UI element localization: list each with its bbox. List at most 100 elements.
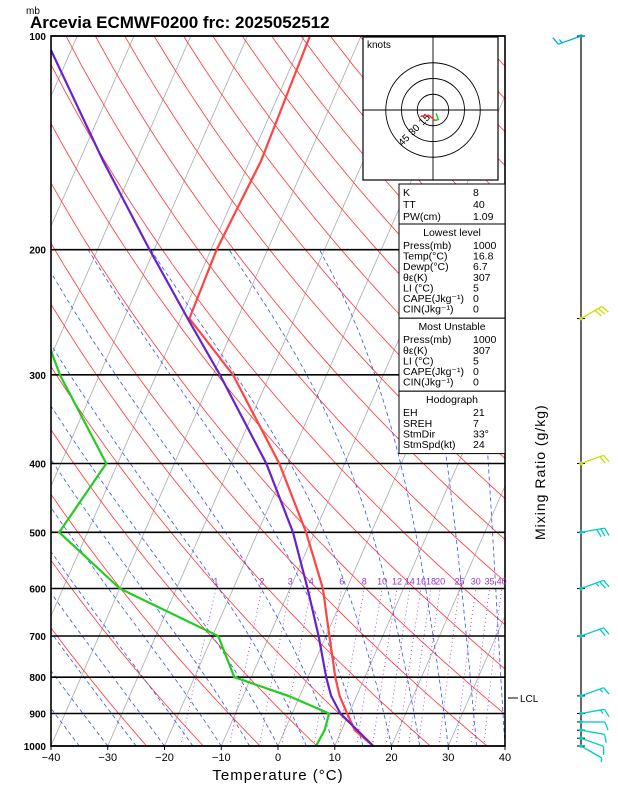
most-unstable-row-value: 0	[473, 366, 479, 378]
hodograph-stats-row-label: StmSpd(kt)	[403, 439, 456, 451]
isotherm-line	[51, 36, 248, 487]
hodograph-stats-box	[398, 390, 506, 455]
wind-barb-flag	[597, 308, 606, 315]
y-tick-label: 500	[29, 528, 46, 539]
mixing-ratio-line	[259, 588, 291, 746]
x-axis-ticks: −40 −30 −20 −10 0 10 20 30 40	[42, 746, 511, 764]
x-axis-label: Temperature (°C)	[212, 767, 343, 784]
wind-barb-flag	[599, 628, 606, 637]
y-axis-ticks: 100 200 300 400 500 600 700 800 900 1000	[24, 32, 47, 753]
hodograph-unit-label: knots	[367, 40, 391, 51]
y-tick-label: 800	[29, 673, 46, 684]
hodograph-stats-row-value: 21	[473, 407, 485, 419]
y-tick-label: 700	[29, 632, 46, 643]
wind-barb-shaft	[580, 708, 605, 715]
dry-adiabat-line	[51, 303, 432, 746]
lowest-level-header: Lowest level	[423, 227, 481, 239]
hodograph-trace-low	[434, 112, 440, 122]
isotherm-line	[51, 36, 192, 358]
lowest-level-row-label: Press(mb)	[403, 240, 451, 252]
x-tick-label: 10	[329, 752, 341, 764]
dry-adiabat-line	[51, 63, 505, 626]
lcl-label: LCL	[520, 694, 539, 705]
lowest-level-row-label: CAPE(Jkg⁻¹)	[403, 293, 464, 305]
wind-barb-half-flag	[595, 582, 600, 587]
x-tick-label: 40	[499, 752, 511, 764]
isotherm-line	[0, 20, 27, 761]
wind-barb-flag	[600, 528, 606, 537]
moist-adiabat-line	[51, 271, 336, 746]
hodograph-ring	[416, 93, 450, 127]
dry-adiabat-line	[536, 36, 618, 761]
wind-barb-shaft	[558, 35, 582, 45]
mixing-ratio-line	[228, 588, 263, 746]
wind-barb-half-flag	[600, 757, 603, 763]
moist-adiabat-line	[51, 631, 137, 746]
k-index-label: K	[403, 187, 410, 199]
hodograph-stats-row-value: 7	[473, 418, 479, 430]
x-tick-label: −30	[98, 752, 117, 764]
moist-adiabat-line	[403, 249, 477, 746]
moist-adiabat-line	[87, 249, 364, 746]
moist-adiabat-line	[150, 249, 392, 746]
hodograph-frame	[362, 36, 499, 181]
y-tick-label: 1000	[24, 742, 47, 753]
pw-index-label: PW(cm)	[403, 211, 441, 223]
wind-barb-half-flag	[600, 709, 604, 715]
mixing-ratio-label: 35	[484, 577, 494, 587]
wind-barb-flag	[594, 310, 602, 317]
wind-barb-flag	[601, 306, 609, 313]
mixing-ratio-label: 8	[362, 577, 367, 587]
mixing-ratio-label: 14	[405, 577, 415, 587]
wind-barb-flag	[603, 579, 610, 588]
indices-box	[398, 183, 506, 225]
y-tick-label: 100	[29, 32, 46, 43]
mixing-ratio-line	[483, 588, 502, 746]
dry-adiabat-line	[51, 559, 204, 746]
isotherm-line	[555, 20, 618, 761]
wind-barb-half-flag	[599, 688, 604, 693]
isotherm-line	[391, 484, 505, 746]
lowest-level-row-value: 307	[473, 272, 491, 284]
dry-adiabat-line	[94, 36, 505, 541]
lowest-level-row-label: Dewp(°C)	[403, 261, 449, 273]
wind-barb-shaft	[580, 729, 605, 736]
lowest-level-box	[398, 223, 506, 319]
dry-adiabat-line	[595, 36, 618, 761]
most-unstable-row-value: 0	[473, 377, 479, 389]
moist-adiabat-line	[51, 707, 80, 746]
wind-barb-flag	[604, 721, 609, 731]
wind-barb-flag	[603, 687, 610, 695]
mixing-ratio-label: 3	[288, 577, 293, 587]
dry-adiabat-line	[124, 36, 505, 500]
isotherm-line	[504, 744, 505, 746]
most-unstable-row-label: LI (°C)	[403, 355, 433, 367]
mixing-ratio-label: 12	[392, 577, 402, 587]
wind-barb-flag	[604, 527, 610, 536]
most-unstable-row-label: Press(mb)	[403, 334, 451, 346]
most-unstable-row-label: θε(K)	[403, 345, 428, 357]
x-tick-label: −20	[155, 752, 174, 764]
sounding-profiles	[51, 36, 375, 746]
tt-index-value: 40	[473, 199, 485, 211]
mixing-ratio-label: 20	[435, 577, 445, 587]
wind-profile	[552, 34, 610, 763]
dry-adiabat-line	[153, 36, 505, 459]
lowest-level-row-value: 0	[473, 304, 479, 316]
wind-barb-flag	[599, 456, 606, 464]
right-axis-label: Mixing Ratio (g/kg)	[532, 404, 548, 540]
y-tick-label: 600	[29, 585, 46, 596]
mixing-ratio-label: 6	[339, 577, 344, 587]
dry-adiabat-line	[51, 122, 505, 670]
hodograph-stats-row-label: SREH	[403, 418, 432, 430]
wind-barb-shaft	[580, 745, 603, 759]
dry-adiabat-line	[507, 36, 618, 761]
dry-adiabat-line	[51, 627, 148, 746]
mixing-ratio-line	[438, 588, 460, 746]
x-tick-label: −40	[42, 752, 61, 764]
moist-adiabat-line	[319, 249, 449, 746]
moist-adiabat-line	[228, 249, 421, 746]
lowest-level-row-label: θε(K)	[403, 272, 428, 284]
mixing-ratio-line	[408, 588, 432, 746]
